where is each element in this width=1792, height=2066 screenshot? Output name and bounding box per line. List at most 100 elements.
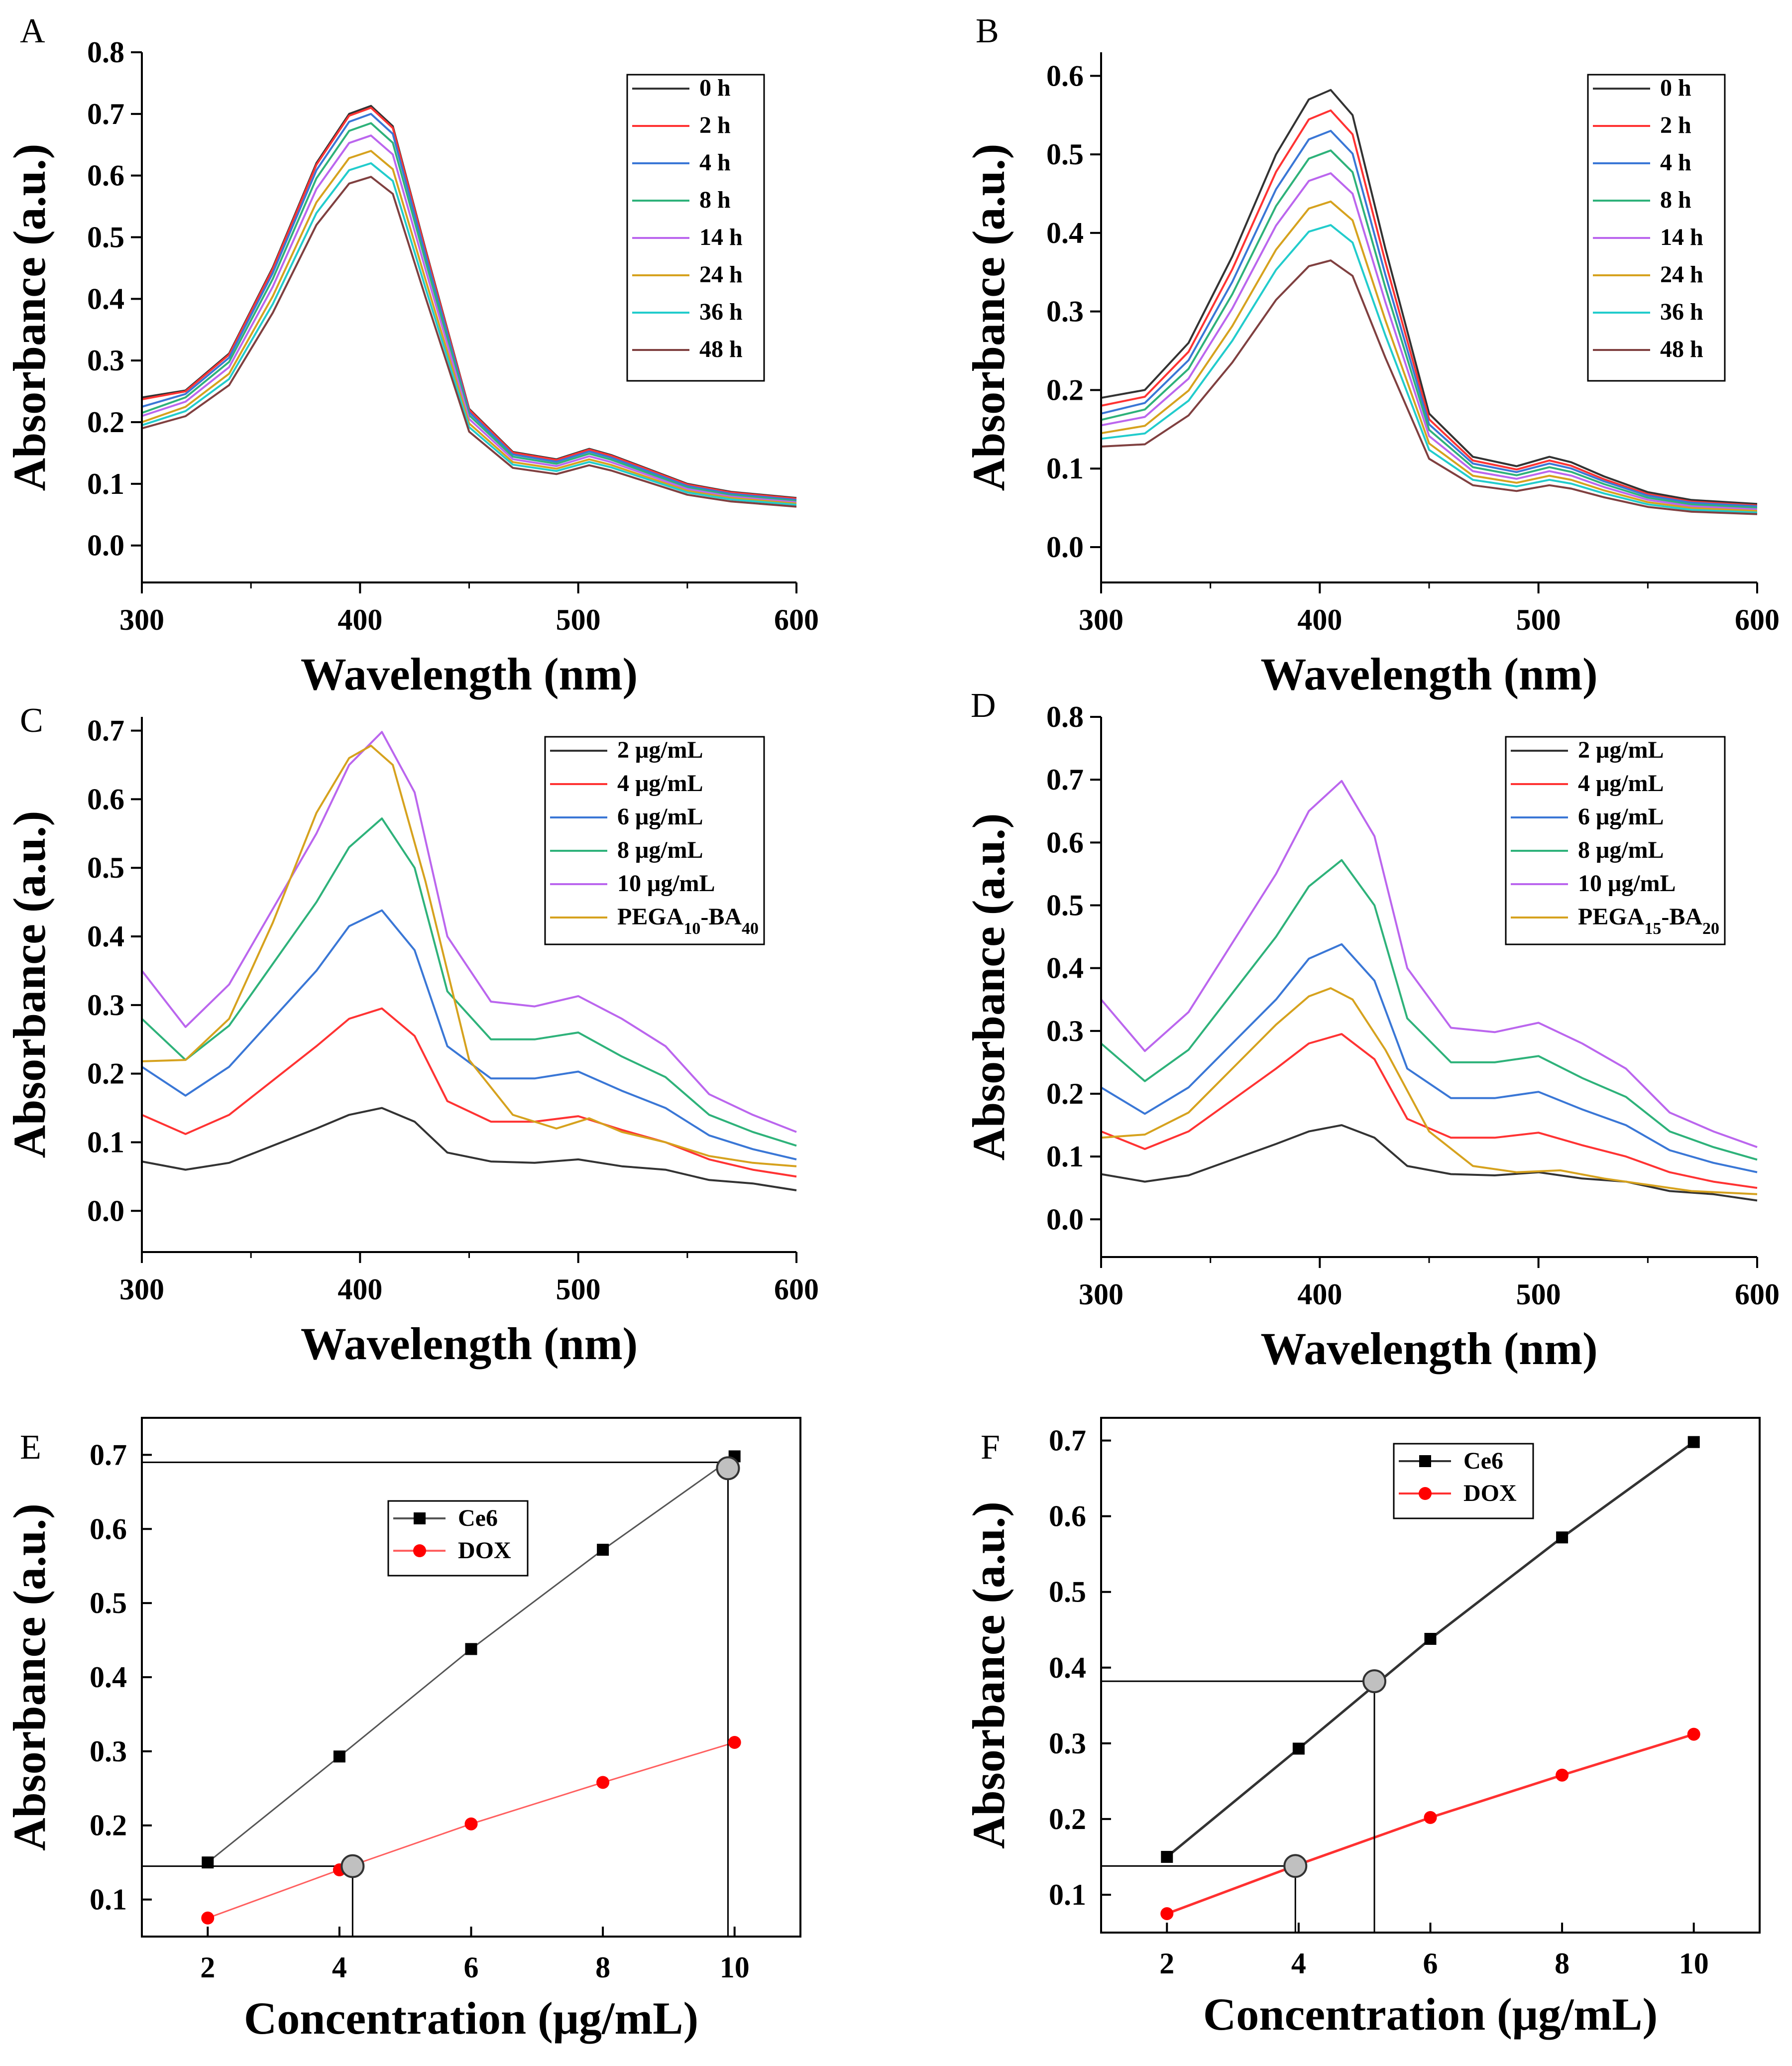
x-tick-label: 600 <box>1735 603 1780 636</box>
y-tick-label: 0.4 <box>87 920 124 953</box>
series-line <box>1101 89 1758 505</box>
legend-label: PEGA10-BA40 <box>617 904 759 938</box>
y-tick-label: 0.7 <box>87 98 124 130</box>
legend-box <box>387 1500 529 1577</box>
data-point <box>201 1911 215 1925</box>
y-tick-label: 0.2 <box>1046 373 1084 406</box>
legend-marker <box>1419 1455 1431 1467</box>
panel-letter-b: B <box>976 12 999 50</box>
data-point <box>1687 1727 1700 1741</box>
legend-label: 6 μg/mL <box>617 803 703 830</box>
legend-label: 0 h <box>1660 75 1691 101</box>
x-tick-label: 10 <box>720 1951 750 1984</box>
y-tick-label: 0.4 <box>1046 217 1084 249</box>
legend-label: 24 h <box>1660 261 1703 288</box>
reference-point <box>716 1456 740 1481</box>
data-point <box>1292 1742 1305 1755</box>
legend-label: Ce6 <box>458 1505 498 1531</box>
y-tick-label: 0.5 <box>87 851 124 884</box>
x-tick-label: 500 <box>1516 1278 1561 1311</box>
y-tick-label: 0.7 <box>1046 763 1084 796</box>
panel-letter-f: F <box>981 1428 1000 1467</box>
y-tick-label: 0.0 <box>1046 1203 1084 1236</box>
y-tick-label: 0.2 <box>87 406 124 439</box>
panel-e: E 2 4 6 8 10 0.1 0.2 0.3 0.4 0.5 0.6 0.7 Concentratio… <box>4 1417 801 2044</box>
series-line <box>1101 259 1758 515</box>
data-point <box>1556 1531 1568 1544</box>
series-line <box>1101 987 1758 1195</box>
x-axis-label: Concentration (μg/mL) <box>244 1993 698 2044</box>
legend-label: 8 μg/mL <box>1578 837 1664 863</box>
legend-label: 4 μg/mL <box>1578 770 1664 797</box>
x-tick-label: 500 <box>556 1273 601 1306</box>
y-tick-label: 0.3 <box>1046 295 1084 328</box>
x-tick-label: 8 <box>595 1951 610 1984</box>
legend-box <box>1505 736 1726 945</box>
legend-label: DOX <box>458 1537 511 1564</box>
y-axis-label: Absorbance (a.u.) <box>963 813 1014 1161</box>
y-tick-label: 0.3 <box>1049 1727 1086 1760</box>
legend-label: 10 μg/mL <box>617 870 715 897</box>
y-tick-label: 0.6 <box>87 159 124 192</box>
x-axis-label: Wavelength (nm) <box>1260 649 1597 699</box>
x-tick-label: 600 <box>774 603 819 636</box>
x-tick-label: 300 <box>119 1273 164 1306</box>
y-tick-label: 0.1 <box>1046 452 1084 485</box>
panel-letter-d: D <box>971 687 996 725</box>
series-line <box>141 134 797 503</box>
y-tick-label: 0.3 <box>87 344 124 377</box>
series-line <box>141 744 797 1167</box>
x-tick-label: 6 <box>1423 1947 1438 1980</box>
y-tick-label: 0.7 <box>87 714 124 747</box>
legend-marker <box>414 1512 426 1524</box>
legend-label: 6 μg/mL <box>1578 803 1664 830</box>
series-line <box>1100 859 1758 1161</box>
data-point <box>597 1543 609 1556</box>
legend-label: Ce6 <box>1463 1448 1503 1474</box>
y-tick-label: 0.5 <box>87 221 124 254</box>
x-tick-label: 400 <box>337 1273 382 1306</box>
legend-label: 8 h <box>699 187 731 213</box>
series-line <box>141 150 797 505</box>
x-tick-label: 8 <box>1555 1947 1569 1980</box>
y-tick-label: 0.5 <box>1049 1576 1086 1608</box>
series-line <box>141 1007 797 1178</box>
x-tick-label: 400 <box>1297 1278 1342 1311</box>
series-line <box>1101 224 1758 514</box>
x-tick-label: 600 <box>774 1273 819 1306</box>
reference-point <box>1362 1669 1387 1694</box>
panel-letter-a: A <box>20 12 45 50</box>
y-axis-label: Absorbance (a.u.) <box>4 144 55 491</box>
series-line <box>141 113 797 501</box>
legend-marker <box>413 1544 426 1557</box>
y-tick-label: 0.6 <box>87 783 124 815</box>
y-tick-label: 0.2 <box>1049 1803 1086 1836</box>
data-point <box>1556 1768 1569 1782</box>
x-tick-label: 500 <box>556 603 601 636</box>
x-tick-label: 10 <box>1679 1947 1709 1980</box>
y-tick-label: 0.6 <box>1046 59 1084 92</box>
series-line <box>1100 780 1758 1148</box>
panel-letter-e: E <box>20 1428 41 1467</box>
reference-point <box>1283 1854 1308 1878</box>
y-tick-label: 0.4 <box>1049 1651 1086 1684</box>
y-tick-label: 0.4 <box>1046 952 1084 985</box>
legend-label: 0 h <box>699 75 731 101</box>
data-point <box>1160 1907 1174 1920</box>
panel-f: F 2 4 6 8 10 0.1 0.2 0.3 0.4 0.5 0.6 0.7 Concentratio… <box>963 1417 1761 2040</box>
legend-label: 8 h <box>1660 187 1691 213</box>
y-tick-label: 0.7 <box>90 1438 127 1471</box>
x-tick-label: 6 <box>464 1951 479 1984</box>
data-point <box>1424 1811 1437 1824</box>
legend-label: 14 h <box>699 224 743 250</box>
legend-label: 14 h <box>1660 224 1703 250</box>
x-axis-label: Wavelength (nm) <box>301 649 638 699</box>
data-point <box>464 1817 478 1831</box>
x-tick-label: 300 <box>1079 603 1123 636</box>
x-tick-label: 500 <box>1516 603 1561 636</box>
panel-letter-c: C <box>20 701 43 740</box>
y-axis-label: Absorbance (a.u.) <box>4 1503 55 1851</box>
legend-label: 48 h <box>1660 336 1703 362</box>
y-tick-label: 0.2 <box>1046 1077 1084 1110</box>
